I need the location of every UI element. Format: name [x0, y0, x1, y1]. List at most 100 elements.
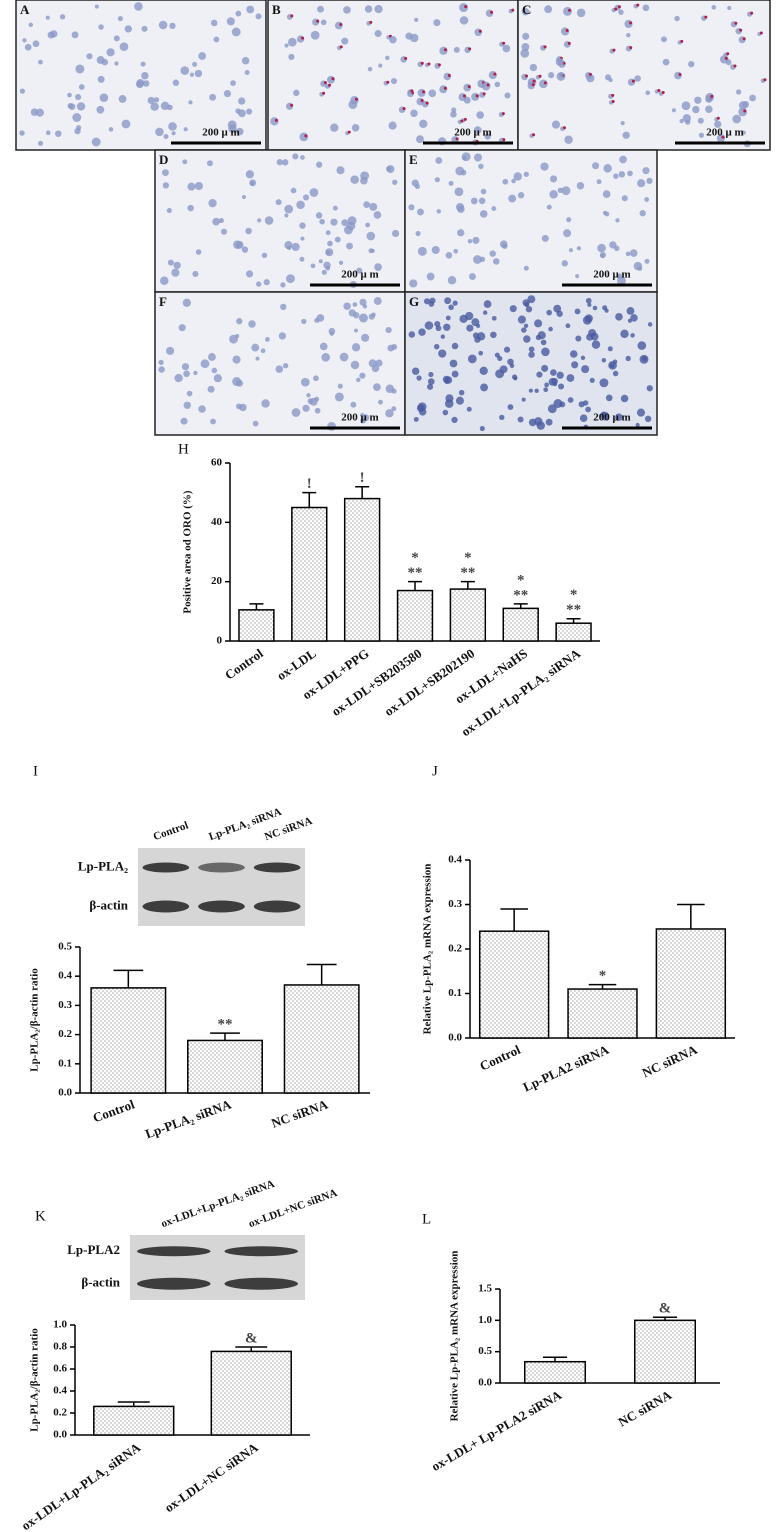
cell [67, 92, 72, 98]
lipid-droplet [742, 37, 746, 41]
cell [19, 88, 25, 94]
lipid-droplet [427, 62, 431, 66]
lipid-droplet [462, 94, 466, 98]
cell [698, 132, 705, 138]
lipid-droplet [354, 97, 358, 101]
error-bar [235, 1346, 268, 1352]
cell [245, 170, 254, 179]
cell [124, 25, 132, 33]
cell [32, 40, 40, 48]
cell [626, 33, 631, 38]
cell [622, 131, 630, 139]
y-tick-label: 0.2 [448, 943, 462, 955]
bar [210, 1350, 292, 1436]
cell [75, 93, 82, 101]
lipid-droplet [716, 116, 720, 120]
cell [286, 274, 295, 284]
bar [93, 1405, 175, 1436]
cell [141, 71, 149, 80]
cell [502, 44, 511, 53]
blot-row-label: β-actin [81, 1275, 120, 1290]
lipid-droplet [323, 81, 327, 85]
cell [457, 205, 465, 213]
cell [354, 328, 359, 333]
cell [348, 100, 358, 110]
lipid-droplet [721, 135, 725, 139]
cell [742, 101, 750, 108]
cell [427, 383, 434, 390]
cell [290, 187, 297, 194]
lipid-droplet [478, 29, 482, 33]
scale-label: 200 μ m [202, 127, 239, 139]
cell [517, 416, 524, 423]
bar [238, 609, 275, 642]
annotation: ! [307, 476, 312, 492]
cell [171, 268, 180, 277]
cell [688, 60, 695, 68]
error-bar [306, 963, 337, 985]
lipid-droplet [420, 61, 424, 65]
cell [180, 66, 190, 75]
cell [661, 36, 667, 43]
cell [644, 415, 652, 423]
cell [390, 77, 398, 85]
lipid-droplet [733, 64, 737, 68]
cell [372, 383, 381, 392]
cell [284, 204, 294, 214]
cell [550, 369, 557, 376]
cell [362, 304, 368, 309]
cell [195, 249, 202, 255]
lipid-droplet [612, 48, 616, 52]
cell [230, 80, 236, 86]
cell [585, 406, 591, 413]
lipid-droplet [331, 77, 335, 81]
cell [227, 120, 237, 130]
cell [448, 180, 454, 186]
cell [634, 75, 641, 82]
cell [19, 130, 25, 136]
cell [451, 370, 459, 378]
cell [223, 90, 231, 98]
cell [166, 208, 172, 214]
cell [438, 349, 447, 358]
cell [72, 113, 82, 122]
cell [567, 397, 574, 403]
cell [276, 159, 283, 166]
cell [499, 240, 508, 248]
cell [711, 5, 717, 10]
cell [480, 383, 488, 392]
x-tick-label: ox-LDL [274, 645, 319, 683]
lipid-droplet [617, 5, 621, 9]
cell [218, 218, 224, 224]
cell [627, 170, 633, 177]
y-tick-label: 0.0 [478, 1377, 492, 1389]
cell [114, 61, 119, 66]
x-tick-label: ox-LDL+SB203580 [329, 646, 425, 719]
cell [491, 206, 497, 211]
cell [626, 307, 635, 315]
cell [414, 17, 419, 22]
cell [315, 212, 323, 219]
lipid-droplet [629, 21, 633, 25]
cell [386, 165, 395, 174]
cell [330, 218, 338, 226]
cell [286, 245, 292, 250]
cell [443, 323, 451, 331]
cell [378, 399, 383, 405]
cell [615, 218, 620, 223]
blot-band [198, 862, 245, 873]
cell [287, 37, 297, 47]
cell [470, 197, 478, 205]
cell [440, 334, 446, 339]
lipid-droplet [532, 79, 536, 83]
lipid-droplet [322, 91, 326, 95]
lipid-droplet [743, 109, 747, 113]
cell [508, 194, 517, 203]
cell [310, 30, 320, 40]
cell [727, 5, 732, 11]
cell [238, 97, 246, 105]
lipid-droplet [750, 11, 754, 15]
cell [314, 396, 320, 402]
cell [576, 182, 585, 190]
cell [350, 401, 357, 408]
